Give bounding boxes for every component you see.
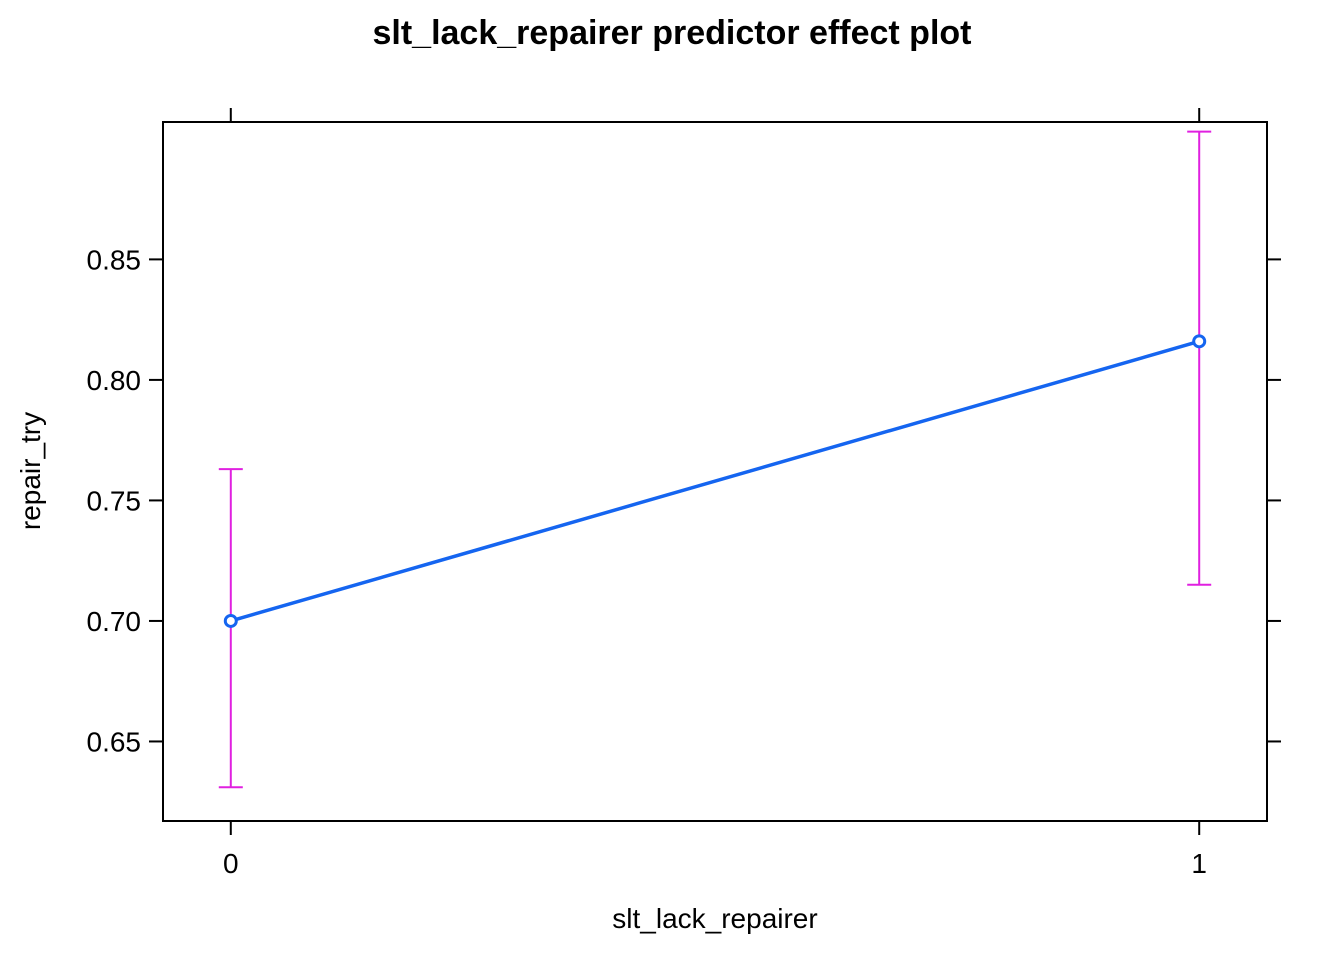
data-point	[1192, 334, 1207, 349]
y-axis-label: repair_try	[15, 412, 46, 530]
effect-line	[230, 339, 1200, 623]
tick-layer: 0.65 0.70 0.75 0.80 0.85 0 1	[87, 108, 1281, 879]
y-tick-label: 0.80	[87, 365, 142, 396]
errorbar-layer	[218, 130, 1212, 789]
error-bar	[218, 468, 243, 789]
plot-frame	[162, 121, 1268, 822]
y-tick-label: 0.85	[87, 244, 142, 275]
y-tick-label: 0.75	[87, 485, 142, 516]
y-tick-label: 0.70	[87, 606, 142, 637]
error-bar	[1187, 130, 1212, 586]
data-point	[223, 613, 238, 628]
x-axis-label: slt_lack_repairer	[612, 903, 817, 934]
x-tick-label: 1	[1191, 848, 1207, 879]
chart-title: slt_lack_repairer predictor effect plot	[372, 14, 971, 52]
y-tick-label: 0.65	[87, 726, 142, 757]
x-tick-label: 0	[223, 848, 239, 879]
point-layer	[223, 334, 1207, 628]
line-layer	[230, 339, 1200, 623]
